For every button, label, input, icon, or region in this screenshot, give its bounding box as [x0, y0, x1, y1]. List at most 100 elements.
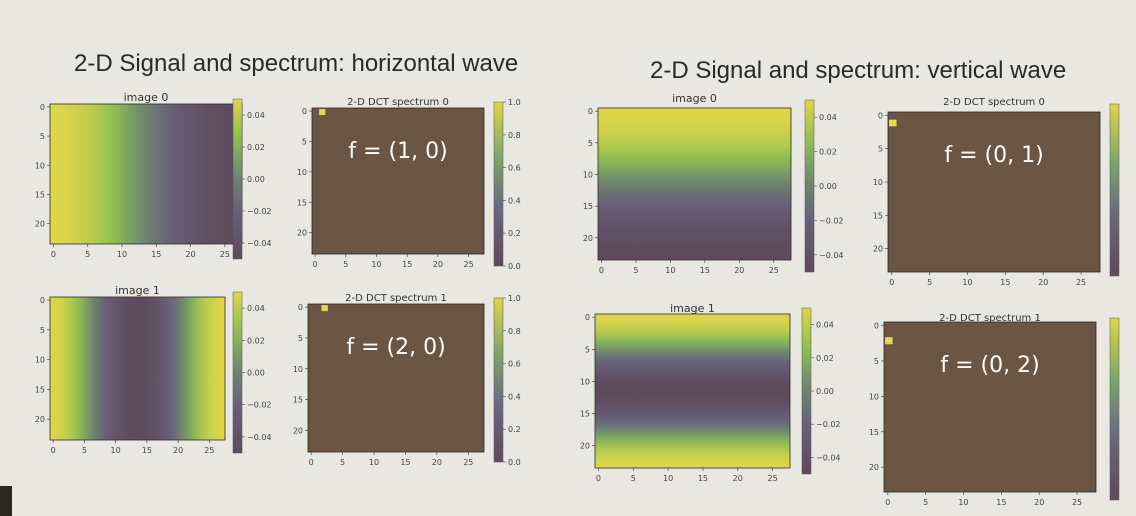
y-tick-label: 10	[35, 161, 45, 170]
x-tick-label: 10	[371, 260, 381, 269]
x-tick-label: 20	[733, 474, 743, 483]
y-tick-label: 10	[35, 356, 45, 365]
colorbar-tick-label: 0.8	[508, 131, 521, 140]
x-tick-label: 0	[51, 446, 56, 455]
y-tick-label: 20	[873, 245, 883, 254]
colorbar	[493, 101, 504, 267]
x-tick-label: 5	[340, 458, 345, 467]
colorbar-tick-label: 0.04	[816, 321, 834, 330]
x-tick-label: 25	[463, 458, 473, 467]
x-tick-label: 10	[665, 266, 675, 275]
projector-edge	[0, 486, 12, 516]
x-tick-label: 5	[633, 266, 638, 275]
frequency-annotation: f = (2, 0)	[346, 335, 445, 360]
x-tick-label: 10	[369, 458, 379, 467]
x-tick-label: 5	[631, 474, 636, 483]
colorbar-tick-label: 1.0	[508, 98, 521, 107]
x-tick-label: 20	[173, 446, 183, 455]
x-tick-label: 0	[889, 278, 894, 287]
colorbar	[801, 307, 812, 475]
heatmap-image	[50, 297, 225, 440]
x-tick-label: 10	[663, 474, 673, 483]
y-tick-label: 15	[293, 396, 303, 405]
colorbar-tick-label: 0.02	[247, 336, 265, 345]
y-tick-label: 15	[580, 409, 590, 418]
y-tick-label: 10	[293, 365, 303, 374]
y-tick-label: 15	[297, 198, 307, 207]
y-tick-label: 10	[583, 171, 593, 180]
x-tick-label: 5	[85, 250, 90, 259]
chart-panel-6: image 1 0 5 10 15 20 25 0 5 10 15 20 0.04 0.02 0.00 −0.…	[580, 302, 841, 483]
chart-title: image 1	[670, 302, 715, 315]
y-tick-label: 20	[580, 442, 590, 451]
x-tick-label: 15	[996, 498, 1006, 507]
y-tick-label: 20	[293, 426, 303, 435]
y-tick-label: 5	[585, 345, 590, 354]
x-tick-label: 5	[343, 260, 348, 269]
colorbar-tick-label: 0.2	[508, 229, 521, 238]
colorbar	[232, 98, 243, 260]
chart-panel-0: image 0 0 5 10 15 20 25 0 5 10 15 20 0.04 0.02 0.00 −0.…	[35, 91, 272, 260]
y-tick-label: 0	[302, 107, 307, 116]
colorbar-tick-label: 0.00	[816, 387, 834, 396]
heatmap-image	[884, 322, 1096, 492]
plot-frame	[887, 111, 1101, 273]
plot-frame	[49, 296, 226, 441]
chart-panel-7: 2-D DCT spectrum 1 f = (0, 2) 0 5 10 15 20 25 0 5…	[869, 313, 1120, 507]
y-tick-label: 5	[874, 357, 879, 366]
chart-title: image 0	[124, 91, 169, 104]
plot-frame	[594, 313, 791, 469]
y-tick-label: 5	[302, 137, 307, 146]
colorbar-tick-label: −0.02	[247, 401, 272, 410]
x-tick-label: 5	[923, 498, 928, 507]
heatmap-image	[598, 108, 791, 260]
colorbar-tick-label: 0.6	[508, 360, 521, 369]
title-vertical-wave: 2-D Signal and spectrum: vertical wave	[650, 57, 1067, 84]
y-tick-label: 20	[583, 234, 593, 243]
x-tick-label: 25	[769, 266, 779, 275]
x-tick-label: 5	[82, 446, 87, 455]
x-tick-label: 15	[700, 266, 710, 275]
x-tick-label: 0	[885, 498, 890, 507]
chart-title: 2-D DCT spectrum 0	[943, 97, 1045, 108]
y-tick-label: 20	[869, 463, 879, 472]
colorbar-tick-label: −0.02	[816, 420, 841, 429]
x-tick-label: 15	[698, 474, 708, 483]
dct-peak-cell	[321, 305, 328, 312]
x-tick-label: 25	[1072, 498, 1082, 507]
colorbar-tick-label: −0.04	[247, 433, 272, 442]
colorbar-tick-label: −0.02	[819, 216, 844, 225]
heatmap-image	[888, 112, 1100, 272]
x-tick-label: 20	[734, 266, 744, 275]
colorbar-tick-label: 0.4	[508, 392, 521, 401]
y-tick-label: 5	[878, 145, 883, 154]
x-tick-label: 25	[767, 474, 777, 483]
x-tick-label: 15	[142, 446, 152, 455]
colorbar-tick-label: 0.2	[508, 425, 521, 434]
chart-panel-3: 2-D DCT spectrum 1 f = (2, 0) 0 5 10 15 20 25 0 5…	[293, 293, 521, 467]
plot-frame	[311, 107, 485, 255]
y-tick-label: 5	[588, 139, 593, 148]
y-tick-label: 0	[588, 107, 593, 116]
x-tick-label: 5	[927, 278, 932, 287]
x-tick-label: 25	[220, 250, 230, 259]
colorbar-tick-label: 0.00	[247, 369, 265, 378]
x-tick-label: 25	[1076, 278, 1086, 287]
dct-peak-cell	[885, 337, 893, 345]
colorbar	[493, 297, 504, 463]
x-tick-label: 10	[111, 446, 121, 455]
chart-title: 2-D DCT spectrum 1	[345, 293, 447, 304]
y-tick-label: 15	[35, 190, 45, 199]
colorbar-tick-label: 0.6	[508, 164, 521, 173]
colorbar	[804, 99, 815, 273]
x-tick-label: 0	[313, 260, 318, 269]
y-tick-label: 0	[585, 313, 590, 322]
chart-title: 2-D DCT spectrum 0	[347, 97, 449, 108]
x-tick-label: 0	[599, 266, 604, 275]
title-horizontal-wave: 2-D Signal and spectrum: horizontal wave	[74, 50, 519, 77]
x-tick-label: 15	[400, 458, 410, 467]
x-tick-label: 20	[1038, 278, 1048, 287]
colorbar-tick-label: 1.0	[508, 294, 521, 303]
y-tick-label: 10	[580, 377, 590, 386]
colorbar-tick-label: 0.02	[816, 354, 834, 363]
